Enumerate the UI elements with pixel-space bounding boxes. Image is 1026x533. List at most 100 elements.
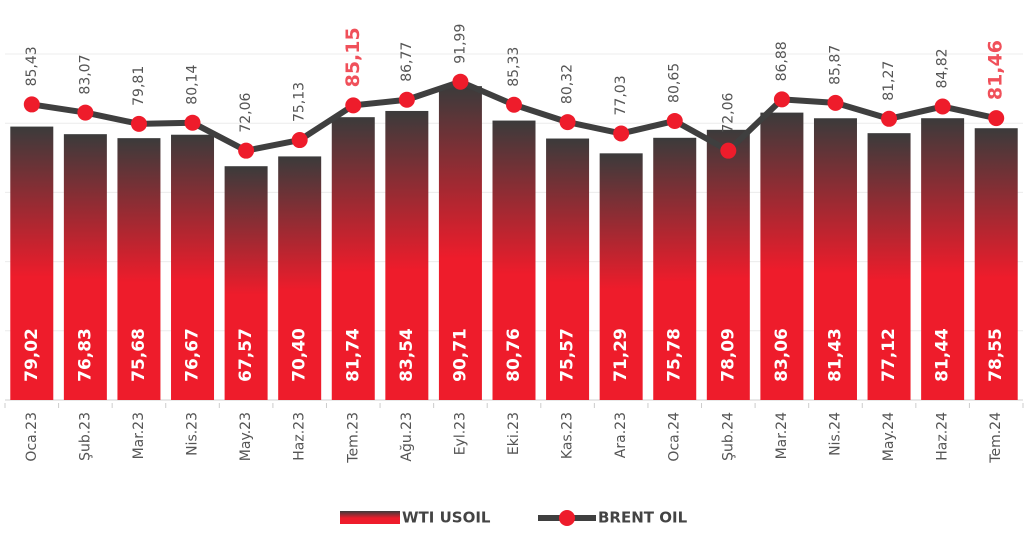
x-tick-label: Eyl.23 — [452, 412, 468, 455]
x-tick-label: Şub.23 — [77, 412, 93, 461]
bar — [224, 166, 268, 400]
line-value-label: 83,07 — [77, 54, 93, 94]
line-value-label: 80,32 — [560, 64, 576, 104]
line-value-label: 80,65 — [667, 63, 683, 103]
x-tick-label: Kas.23 — [560, 412, 576, 459]
bar-value-label: 75,68 — [129, 328, 149, 382]
legend-label: BRENT OIL — [598, 509, 688, 527]
bar — [385, 110, 429, 400]
line-value-label: 77,03 — [613, 75, 629, 115]
line-value-label: 84,82 — [935, 48, 951, 88]
bar-value-label: 83,54 — [397, 328, 417, 382]
line-value-label: 86,77 — [399, 42, 415, 82]
line-marker — [23, 96, 40, 113]
legend-swatch — [559, 510, 575, 526]
x-tick-label: May.23 — [238, 412, 254, 461]
bar-value-label: 67,57 — [236, 328, 256, 382]
bar — [331, 117, 375, 401]
line-marker — [130, 115, 147, 132]
bar — [546, 138, 590, 400]
bar — [599, 153, 643, 400]
bar-value-label: 81,74 — [343, 328, 363, 382]
x-tick-label: Haz.24 — [935, 412, 951, 461]
x-tick-label: Oca.24 — [667, 412, 683, 462]
bar — [921, 118, 965, 401]
bar-value-label: 79,02 — [22, 328, 42, 382]
x-tick-label: Eki.23 — [506, 412, 522, 455]
line-value-label: 85,15 — [342, 27, 364, 87]
bar — [171, 134, 215, 400]
line-marker — [827, 94, 844, 111]
x-tick-label: Mar.24 — [774, 412, 790, 459]
bar — [760, 112, 804, 400]
legend: WTI USOIL BRENT OIL — [340, 509, 688, 527]
line-marker — [613, 125, 630, 142]
line-marker — [291, 132, 308, 149]
line-value-label: 80,14 — [185, 65, 201, 105]
bar-value-label: 83,06 — [772, 328, 792, 382]
bar-value-label: 77,12 — [879, 328, 899, 382]
bar — [867, 133, 911, 400]
bar — [10, 126, 54, 401]
line-marker — [184, 114, 201, 131]
line-marker — [720, 142, 737, 159]
line-marker — [666, 112, 683, 129]
bar — [974, 128, 1018, 401]
bar-value-label: 75,78 — [665, 328, 685, 382]
line-marker — [559, 114, 576, 131]
line-marker — [398, 91, 415, 108]
x-tick-label: Tem.24 — [988, 412, 1004, 464]
line-value-label: 85,33 — [506, 47, 522, 87]
bar — [63, 134, 107, 400]
x-tick-label: May.24 — [881, 412, 897, 461]
x-tick-label: Şub.24 — [720, 412, 736, 461]
x-tick-label: Tem.23 — [345, 412, 361, 464]
line-marker — [988, 110, 1005, 127]
bar-value-label: 76,67 — [183, 328, 203, 382]
line-marker — [934, 98, 951, 115]
x-tick-label: Ağu.23 — [399, 412, 415, 462]
line-value-label: 72,06 — [238, 93, 254, 133]
bar-value-label: 70,40 — [290, 328, 310, 382]
line-value-label: 86,88 — [774, 41, 790, 81]
line-value-label: 91,99 — [452, 24, 468, 64]
line-marker — [506, 96, 522, 113]
line-marker — [881, 110, 898, 127]
bar — [278, 156, 322, 400]
bar-value-label: 78,09 — [718, 328, 738, 382]
line-value-label: 81,46 — [985, 40, 1007, 100]
line-marker — [452, 73, 469, 90]
line-marker — [773, 91, 790, 108]
x-tick-label: Mar.23 — [131, 412, 147, 459]
bar — [438, 86, 482, 400]
bar — [706, 129, 750, 400]
line-value-label: 81,27 — [881, 61, 897, 101]
x-tick-label: Oca.23 — [24, 412, 40, 462]
bar — [117, 138, 161, 400]
line-value-label: 85,43 — [24, 46, 40, 86]
bar-value-label: 80,76 — [504, 328, 524, 382]
x-tick-label: Ara.23 — [613, 412, 629, 458]
line-marker — [238, 142, 255, 159]
bar-value-label: 71,29 — [611, 328, 631, 382]
x-tick-label: Nis.24 — [827, 412, 843, 456]
bar — [492, 120, 536, 400]
line-marker — [77, 104, 94, 121]
bar-value-label: 81,44 — [933, 328, 953, 382]
bar-value-label: 75,57 — [558, 328, 578, 382]
legend-swatch — [340, 511, 400, 524]
line-value-label: 79,81 — [131, 66, 147, 106]
x-tick-label: Nis.23 — [185, 412, 201, 456]
line-value-label: 72,06 — [720, 93, 736, 133]
line-value-label: 75,13 — [292, 82, 308, 122]
line-value-label: 85,87 — [827, 45, 843, 85]
bar-value-label: 81,43 — [825, 328, 845, 382]
bar-value-label: 90,71 — [450, 328, 470, 382]
bar-value-label: 76,83 — [75, 328, 95, 382]
legend-label: WTI USOIL — [402, 509, 491, 527]
line-marker — [345, 97, 362, 114]
bar — [653, 137, 697, 400]
bar — [813, 118, 857, 400]
x-tick-label: Haz.23 — [292, 412, 308, 461]
